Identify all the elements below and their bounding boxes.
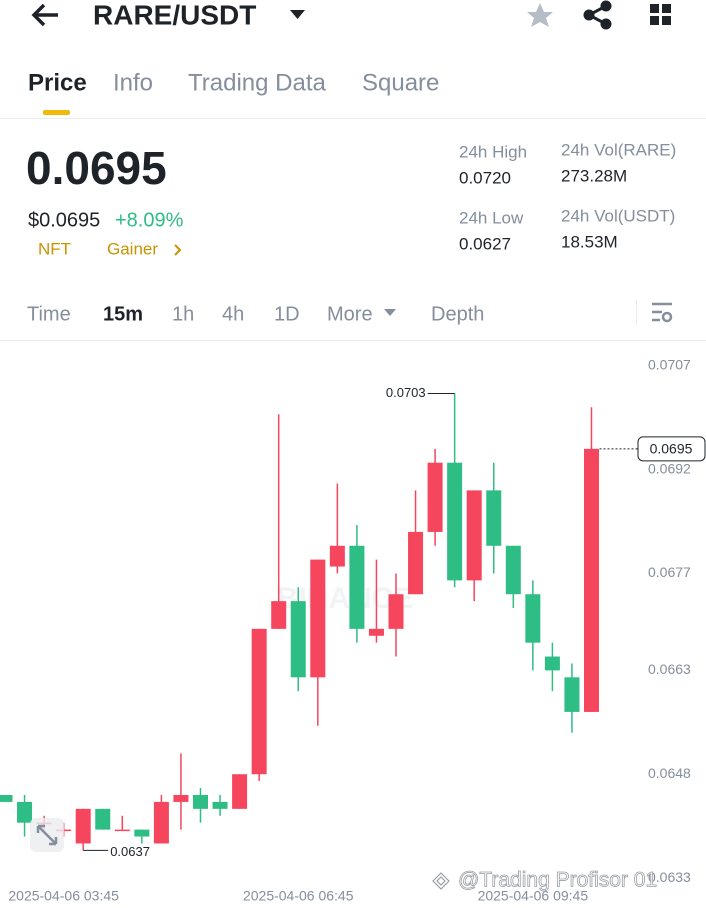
- watermark: @Trading Profisor 01: [458, 869, 657, 892]
- menu-icon[interactable]: [650, 4, 671, 25]
- tab[interactable]: Square: [362, 69, 439, 96]
- candle-body: [427, 462, 443, 532]
- fiat-price: $0.0695: [28, 209, 100, 231]
- interval[interactable]: 15m: [103, 303, 143, 325]
- candle-body: [310, 559, 326, 678]
- candle-body: [17, 801, 33, 823]
- candle-body: [290, 601, 306, 678]
- candle-body: [408, 531, 424, 595]
- y-tick-label: 0.0692: [648, 460, 691, 476]
- candle-body: [447, 462, 463, 581]
- price-label: 0.0695: [650, 441, 693, 457]
- divider: [0, 118, 706, 119]
- tab-indicator: [43, 110, 70, 115]
- tab[interactable]: Info: [113, 69, 153, 96]
- y-tick-label: 0.0707: [648, 356, 691, 372]
- stat-label: 24h High: [459, 142, 527, 161]
- back-button[interactable]: [31, 3, 58, 27]
- stat-label: 24h Vol(USDT): [561, 206, 675, 225]
- y-tick-label: 0.0663: [648, 661, 691, 677]
- candle-body: [349, 545, 365, 629]
- more-caret: [384, 309, 396, 316]
- max-label: 0.0703: [386, 385, 426, 400]
- stat-value: 18.53M: [561, 232, 618, 251]
- candle-body: [271, 601, 287, 629]
- candle-body: [466, 490, 482, 581]
- candle-body: [95, 808, 111, 830]
- tag[interactable]: NFT: [38, 239, 71, 258]
- stat-value: 0.0720: [459, 168, 511, 187]
- stat-label: 24h Low: [459, 208, 524, 227]
- x-tick-label: 2025-04-06 03:45: [8, 888, 119, 903]
- interval[interactable]: Time: [27, 303, 71, 325]
- candle-body: [505, 545, 521, 595]
- candle-body: [388, 594, 404, 629]
- y-tick-label: 0.0633: [648, 869, 691, 885]
- tag[interactable]: Gainer: [107, 239, 158, 258]
- watermark-logo: [432, 872, 450, 890]
- y-tick-label: 0.0648: [648, 765, 691, 781]
- candle-body: [193, 795, 208, 809]
- interval[interactable]: 1D: [274, 303, 300, 325]
- candle-body: [153, 801, 169, 844]
- candle-body: [486, 490, 502, 546]
- candle-body: [114, 829, 130, 832]
- candle-body: [544, 656, 560, 671]
- price-change: +8.09%: [115, 209, 184, 231]
- pair-title[interactable]: RARE/USDT: [93, 0, 256, 30]
- candle-body: [584, 448, 599, 712]
- candle-body: [368, 628, 384, 636]
- tab[interactable]: Trading Data: [188, 69, 327, 96]
- y-tick-label: 0.0677: [648, 564, 691, 580]
- interval[interactable]: 4h: [222, 303, 244, 325]
- chart-settings-icon[interactable]: [652, 302, 673, 323]
- candle-body: [251, 628, 267, 775]
- candle-body: [134, 829, 150, 837]
- last-price: 0.0695: [26, 142, 167, 194]
- expand-button[interactable]: [30, 818, 64, 852]
- stat-value: 0.0627: [459, 234, 511, 253]
- min-label: 0.0637: [110, 844, 150, 859]
- tab[interactable]: Price: [28, 69, 87, 96]
- candle-body: [0, 795, 13, 802]
- candle-body: [329, 545, 345, 567]
- divider: [0, 340, 706, 341]
- candle-body: [232, 774, 248, 809]
- share-icon[interactable]: [583, 0, 612, 30]
- candle-body: [75, 808, 91, 844]
- stat-label: 24h Vol(RARE): [561, 140, 676, 159]
- interval[interactable]: More: [327, 303, 373, 325]
- price-box: [637, 436, 706, 462]
- candle-body: [212, 801, 228, 809]
- x-tick-label: 2025-04-06 06:45: [243, 888, 354, 903]
- interval[interactable]: Depth: [431, 303, 484, 325]
- separator: [636, 300, 637, 325]
- candle-body: [173, 795, 189, 802]
- candle-body: [564, 677, 580, 712]
- stat-value: 273.28M: [561, 166, 627, 185]
- candle-body: [525, 594, 541, 643]
- interval[interactable]: 1h: [172, 303, 194, 325]
- x-tick-label: 2025-04-06 09:45: [478, 888, 589, 903]
- tag-arrow: [174, 244, 182, 256]
- favorite-icon[interactable]: [527, 3, 553, 27]
- pair-dropdown[interactable]: [290, 10, 305, 19]
